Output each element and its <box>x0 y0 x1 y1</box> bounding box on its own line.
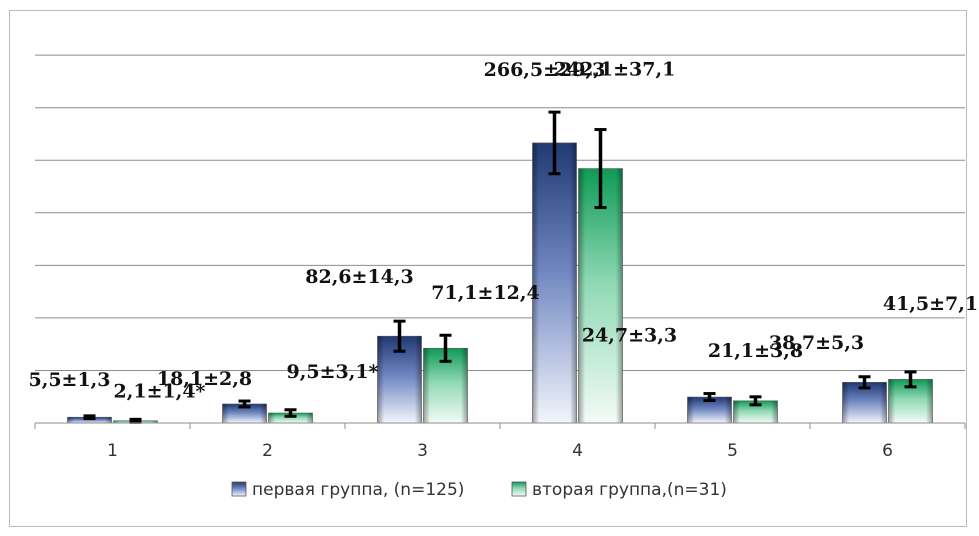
bar-shade-s2-5 <box>733 400 778 423</box>
chart-frame <box>9 10 967 527</box>
x-tick-label-5: 5 <box>727 441 738 461</box>
x-tick-label-6: 6 <box>882 441 893 461</box>
bars <box>67 110 933 424</box>
x-tick-label-1: 1 <box>107 441 118 461</box>
x-axis: 1 2 3 4 5 6 <box>34 422 966 461</box>
data-label-s2-1: 2,1±1,4* <box>114 380 206 402</box>
data-label-s2-6: 41,5±7,1 <box>883 293 978 315</box>
legend-swatch-2 <box>511 481 527 497</box>
data-label-s2-3: 71,1±12,4 <box>431 282 539 304</box>
data-labels: 5,5±1,3 18,1±2,8 82,6±14,3 266,5±29,3 24,7±3… <box>28 59 978 403</box>
data-label-s1-6: 38,7±5,3 <box>769 332 864 354</box>
data-label-s1-1: 5,5±1,3 <box>28 369 110 391</box>
bar-shade-s1-4 <box>532 142 577 423</box>
legend-label-1: первая группа, (n=125) <box>252 480 464 500</box>
bar-shade-s1-1 <box>67 417 112 423</box>
bar-shade-s2-4 <box>578 168 623 423</box>
bar-shade-s1-2 <box>222 403 267 423</box>
data-label-s1-4: 266,5±29,3 <box>484 59 606 81</box>
data-label-s2-4: 242,1±37,1 <box>554 59 676 81</box>
x-tick-label-3: 3 <box>417 441 428 461</box>
data-label-s1-2: 18,1±2,8 <box>157 368 252 390</box>
data-label-s2-2: 9,5±3,1* <box>287 361 379 383</box>
data-label-s1-5: 24,7±3,3 <box>582 325 677 347</box>
bar-shade-s2-2 <box>268 413 313 423</box>
x-tick-label-2: 2 <box>262 441 273 461</box>
gridlines <box>35 54 965 371</box>
legend-swatch-1 <box>231 481 247 497</box>
legend: первая группа, (n=125) вторая группа,(n=3… <box>231 480 727 500</box>
x-tick-label-4: 4 <box>572 441 583 461</box>
legend-label-2: вторая группа,(n=31) <box>532 480 727 500</box>
data-label-s2-5: 21,1±3,8 <box>708 340 803 362</box>
data-label-s1-3: 82,6±14,3 <box>305 266 413 288</box>
